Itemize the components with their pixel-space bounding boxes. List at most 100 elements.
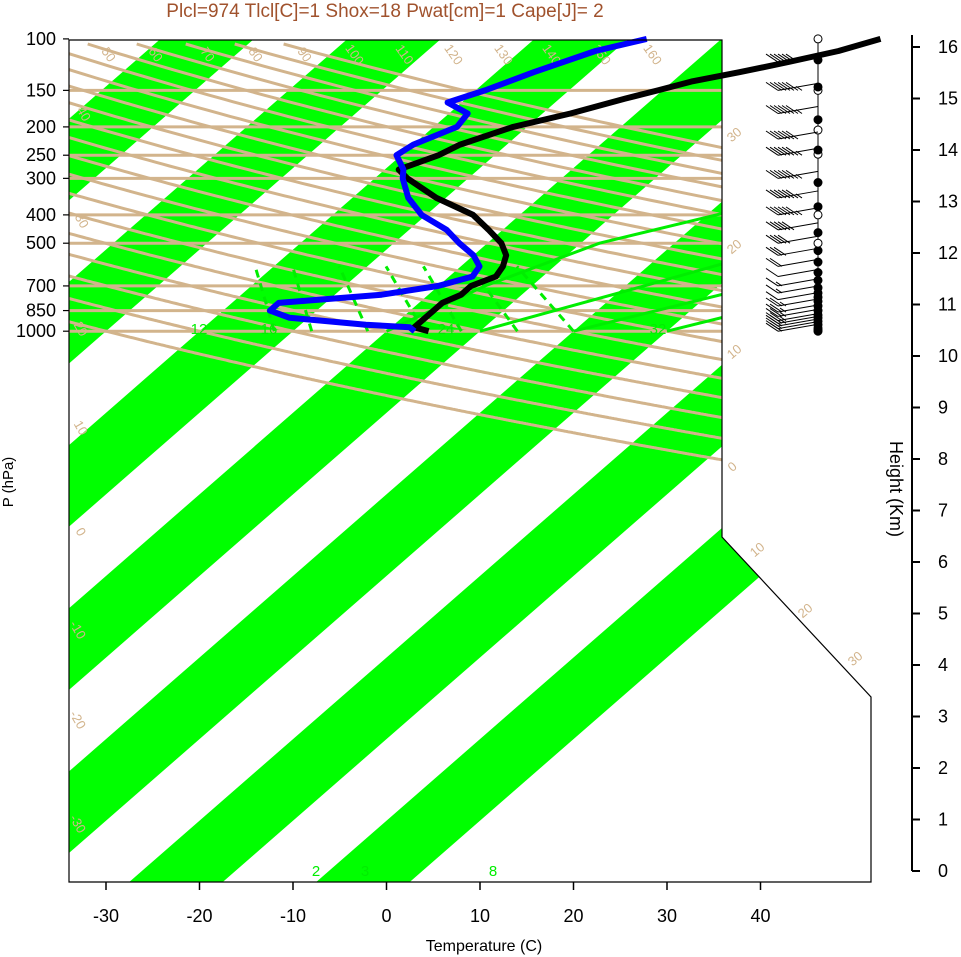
moist-adiabat-label: 20 <box>724 236 745 257</box>
wind-barb <box>765 307 819 317</box>
dry-adiabat-label: -20 <box>67 708 89 732</box>
wind-barb-feather <box>785 53 799 63</box>
wind-barb <box>765 312 819 322</box>
wind-barb <box>765 284 819 294</box>
mixing-ratio-line <box>384 265 426 332</box>
wind-barb-feather <box>773 146 787 156</box>
height-marker <box>813 210 823 220</box>
wind-barb-feather <box>785 81 799 91</box>
wind-barb-staff <box>777 285 819 294</box>
wind-barb-feather <box>769 297 783 307</box>
wind-barb-staff <box>777 292 819 301</box>
wind-barb-feather <box>785 146 799 156</box>
wind-barb-feather <box>781 105 795 114</box>
wind-barb-feather <box>769 206 783 216</box>
wind-barb-feather <box>765 291 779 301</box>
wind-barb <box>765 81 819 91</box>
wind-barb-feather <box>777 234 791 244</box>
height-tick-label: 5 <box>938 604 948 624</box>
height-marker <box>813 202 823 212</box>
wind-barb-feather <box>781 221 795 231</box>
mixing-ratio-line <box>253 265 276 332</box>
wind-barb-feather <box>785 189 799 199</box>
height-tick-label: 14 <box>938 140 958 160</box>
wind-barb-feather <box>785 105 799 114</box>
wind-barb-feather <box>769 246 783 256</box>
pressure-tick-label: 400 <box>26 205 56 225</box>
wind-barb-feather <box>765 307 779 317</box>
wind-barb-feather <box>773 81 787 91</box>
wind-barb-feather <box>765 284 779 294</box>
wind-barb-feather <box>773 130 787 140</box>
height-tick-label: 2 <box>938 758 948 778</box>
height-marker <box>813 55 823 65</box>
wind-barb <box>765 322 819 332</box>
plot-frame <box>68 39 872 883</box>
wind-barb <box>765 146 819 156</box>
wind-barb <box>765 189 819 199</box>
isotherm-band <box>129 40 871 882</box>
wind-barb-staff <box>777 318 819 327</box>
height-tick-label: 9 <box>938 398 948 418</box>
wind-barb-feather <box>765 169 779 179</box>
wind-barb-feather <box>765 322 779 332</box>
wind-barb <box>765 297 819 307</box>
height-tick-label: 3 <box>938 707 948 727</box>
wind-barb-feather <box>773 206 787 216</box>
height-marker <box>813 238 823 248</box>
wind-barb-feather <box>765 314 779 324</box>
pressure-tick-label: 250 <box>26 145 56 165</box>
wind-barb-feather <box>765 81 779 91</box>
wind-barb-staff <box>777 323 819 332</box>
wind-barb-half-feather <box>779 316 787 322</box>
height-tick-label: 7 <box>938 501 948 521</box>
height-tick-label: 0 <box>938 861 948 881</box>
wind-barb-feather <box>781 130 795 140</box>
wind-barb-feather <box>773 189 787 199</box>
wind-barb-feather <box>765 317 779 327</box>
height-tick-label: 6 <box>938 552 948 572</box>
wind-barbs <box>765 34 823 336</box>
dry-adiabat-label: 120 <box>441 41 466 67</box>
height-marker <box>813 275 823 285</box>
x-axis-label: Temperature (C) <box>426 938 542 955</box>
wind-barb-feather <box>765 246 779 256</box>
wind-barb <box>765 314 819 324</box>
wind-barb-feather <box>765 221 779 231</box>
temperature-tick-label: -30 <box>93 906 119 926</box>
dry-adiabat-label: 50 <box>98 44 119 64</box>
wind-barb-half-feather <box>795 193 803 199</box>
pressure-tick-label: 300 <box>26 168 56 188</box>
wind-barb-feather <box>777 206 791 216</box>
wind-barb <box>765 221 819 231</box>
temperature-tick-label: 30 <box>657 906 677 926</box>
wind-barb <box>765 303 819 313</box>
wind-barb-feather <box>765 320 779 330</box>
wind-barb <box>765 105 819 115</box>
height-marker <box>813 268 823 278</box>
wind-barb-half-feather <box>795 210 803 216</box>
wind-barb-feather <box>773 53 787 63</box>
dry-adiabat-label: 80 <box>245 44 266 64</box>
height-marker <box>813 228 823 238</box>
dry-adiabat-label: 70 <box>197 44 218 64</box>
mixing-ratio-line <box>515 265 575 333</box>
height-marker <box>813 115 823 125</box>
mixing-ratio-lines: 2 3 8 12 16 24 32 <box>191 265 666 880</box>
temperature-tick-label: 20 <box>563 906 583 926</box>
wind-barb-feather <box>769 189 783 199</box>
wind-barb <box>765 130 819 140</box>
wind-barb <box>765 320 819 330</box>
wind-barb-feather <box>765 234 779 244</box>
dry-adiabat-label: 30 <box>72 211 92 231</box>
height-marker <box>813 145 823 155</box>
wind-barb-feather <box>773 234 787 244</box>
pressure-tick-label: 1000 <box>16 321 56 341</box>
temperature-tick-label: 0 <box>381 906 391 926</box>
wind-barb-staff <box>777 278 819 287</box>
dry-adiabat-label: 40 <box>74 104 94 124</box>
wind-barb-feather <box>777 169 791 179</box>
temperature-tick-label: -10 <box>280 906 306 926</box>
